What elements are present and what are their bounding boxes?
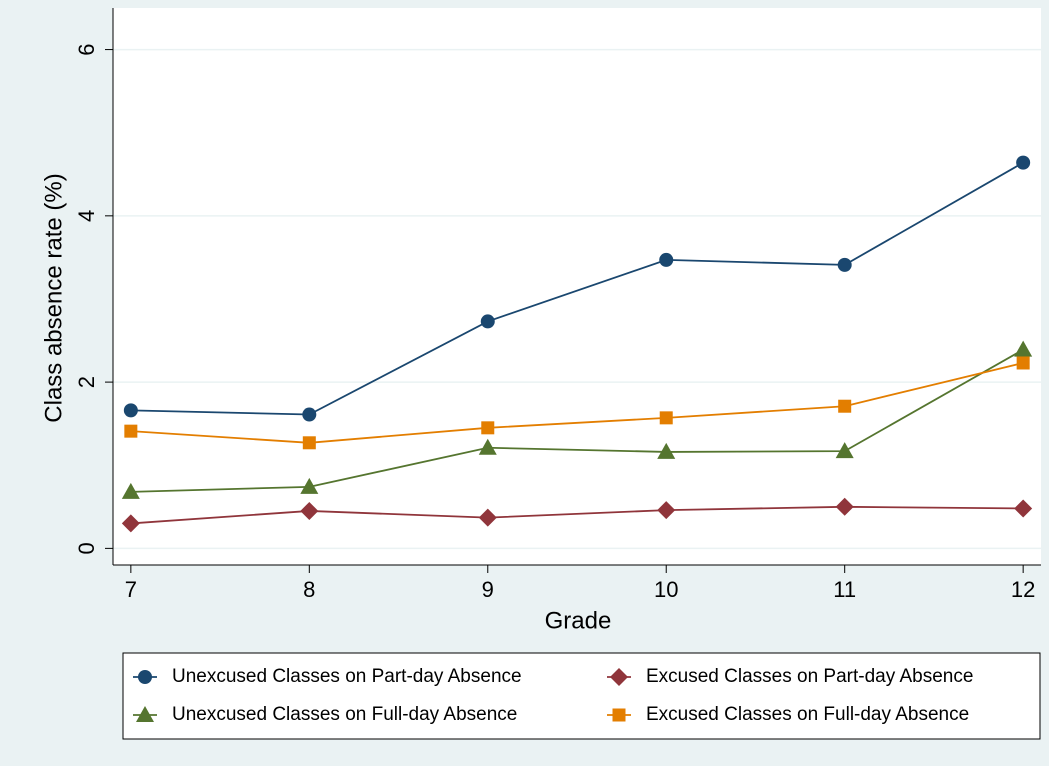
x-tick-label: 8 <box>303 577 315 602</box>
marker <box>837 257 852 272</box>
y-tick-label: 0 <box>74 542 99 554</box>
marker <box>124 424 138 438</box>
marker <box>659 411 673 425</box>
marker <box>1014 499 1033 518</box>
x-tick-label: 12 <box>1011 577 1035 602</box>
marker <box>657 501 676 520</box>
marker <box>835 497 854 516</box>
marker <box>838 399 852 413</box>
marker <box>481 421 495 435</box>
marker <box>121 482 140 499</box>
legend-label: Unexcused Classes on Part-day Absence <box>172 666 522 687</box>
marker <box>480 314 495 329</box>
legend-marker <box>136 706 154 722</box>
series-line <box>130 362 1024 444</box>
y-tick-label: 4 <box>74 210 99 222</box>
x-axis-title: Grade <box>545 607 612 634</box>
series-line <box>130 161 1024 416</box>
legend <box>122 652 1041 740</box>
x-tick-label: 10 <box>654 577 678 602</box>
x-tick-label: 7 <box>125 577 137 602</box>
plot-area <box>113 8 1041 565</box>
marker <box>478 438 497 455</box>
marker <box>1014 340 1033 357</box>
legend-marker <box>610 668 628 686</box>
x-tick-label: 9 <box>482 577 494 602</box>
y-tick-label: 2 <box>74 376 99 388</box>
marker <box>657 442 676 459</box>
marker <box>123 403 138 418</box>
series-line <box>130 348 1024 493</box>
legend-marker <box>138 670 152 684</box>
marker <box>121 514 140 533</box>
marker <box>302 407 317 422</box>
series-line <box>130 505 1024 525</box>
marker <box>302 436 316 450</box>
marker <box>300 501 319 520</box>
legend-marker <box>612 708 626 722</box>
legend-label: Excused Classes on Part-day Absence <box>646 666 973 687</box>
y-axis-title: Class absence rate (%) <box>40 173 67 422</box>
legend-label: Excused Classes on Full-day Absence <box>646 704 969 725</box>
x-tick-label: 11 <box>833 577 856 602</box>
marker <box>300 477 319 494</box>
y-tick-label: 6 <box>74 43 99 55</box>
marker <box>659 252 674 267</box>
marker <box>1016 155 1031 170</box>
legend-label: Unexcused Classes on Full-day Absence <box>172 704 517 725</box>
marker <box>478 508 497 527</box>
marker <box>835 442 854 459</box>
marker <box>1016 356 1030 370</box>
